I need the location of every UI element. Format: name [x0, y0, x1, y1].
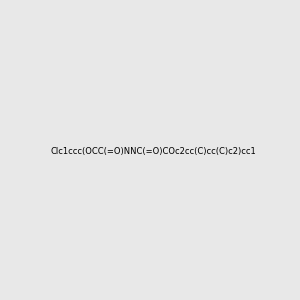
Text: Clc1ccc(OCC(=O)NNC(=O)COc2cc(C)cc(C)c2)cc1: Clc1ccc(OCC(=O)NNC(=O)COc2cc(C)cc(C)c2)c…	[51, 147, 256, 156]
